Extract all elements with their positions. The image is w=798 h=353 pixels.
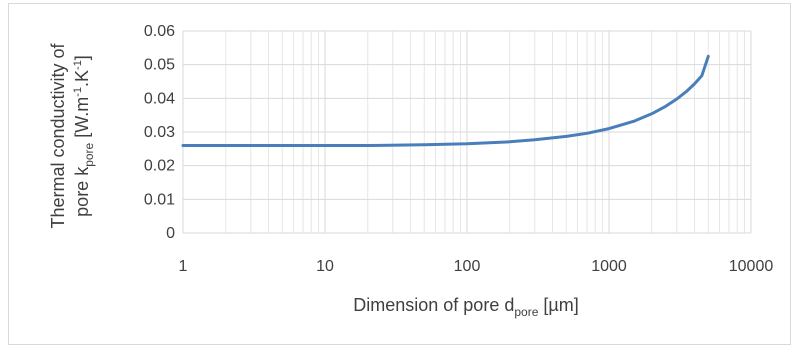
x-tick-label: 1 [179, 258, 188, 275]
y-tick-label: 0.05 [144, 57, 175, 74]
y-tick-labels: 0 0.01 0.02 0.03 0.04 0.05 0.06 [144, 23, 175, 242]
x-tick-label: 100 [454, 258, 481, 275]
line-chart: 0 0.01 0.02 0.03 0.04 0.05 0.06 1 10 100 1000 1000… [48, 23, 774, 319]
y-tick-label: 0.01 [144, 191, 175, 208]
x-tick-label: 1000 [591, 258, 627, 275]
y-tick-label: 0 [166, 225, 175, 242]
chart-area: 0 0.01 0.02 0.03 0.04 0.05 0.06 1 10 100 1000 1000… [8, 3, 791, 345]
y-tick-label: 0.06 [144, 23, 175, 40]
x-tick-labels: 1 10 100 1000 10000 [179, 258, 774, 275]
grid [182, 30, 752, 234]
series-group [181, 54, 710, 147]
y-tick-label: 0.02 [144, 158, 175, 175]
y-axis-title-line1: Thermal conductivity of [48, 42, 68, 228]
x-tick-label: 10000 [729, 258, 774, 275]
x-axis-title: Dimension of pore dpore [µm] [353, 295, 579, 319]
series-line [181, 54, 710, 147]
y-axis-title: Thermal conductivity of pore kpore [W.m-… [48, 42, 96, 228]
x-tick-label: 10 [316, 258, 334, 275]
y-axis-title-line2: pore kpore [W.m-1.K-1] [72, 55, 96, 217]
y-tick-label: 0.03 [144, 124, 175, 141]
y-tick-label: 0.04 [144, 90, 175, 107]
